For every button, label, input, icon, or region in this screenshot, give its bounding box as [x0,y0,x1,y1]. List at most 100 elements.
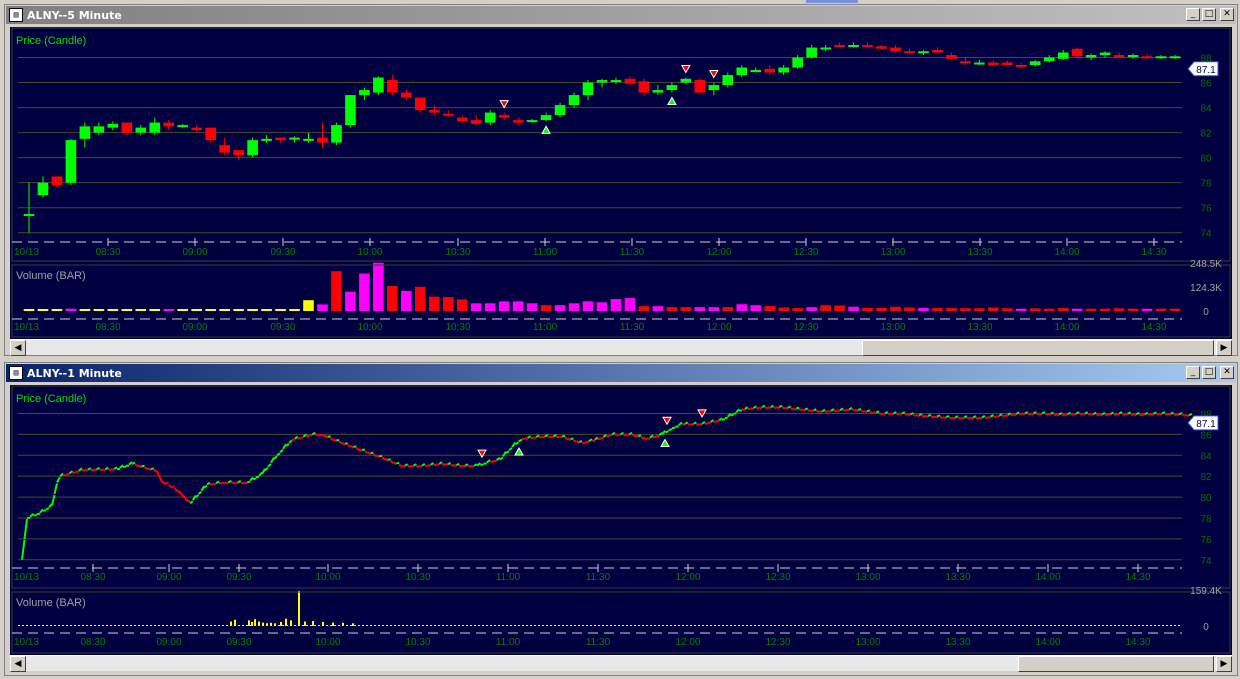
time-axis-label: 09:00 [182,322,207,333]
sell-signal-marker [708,70,719,79]
candle-segment [1015,411,1020,415]
candle-segment [561,434,566,438]
candle-segment [887,412,891,416]
candle-segment [401,464,406,468]
candle-segment [264,466,269,472]
candle-segment [1024,411,1029,415]
volume-bar [266,623,268,626]
time-axis-label: 09:00 [182,247,207,258]
time-axis-label: 09:00 [156,637,181,648]
candle-body [848,45,859,47]
scroll-left-button[interactable]: ◀ [10,656,26,672]
price-axis-label: 76 [1200,204,1212,215]
candle-segment [252,477,257,481]
horizontal-scrollbar[interactable]: ◀ ▶ [10,339,1232,356]
chart-canvas[interactable]: 88 86 84 82 80 78 76 74 Price (Candle) 10/13 08:30… [10,27,1232,339]
candle-segment [981,414,986,419]
candle-body [317,137,328,143]
candle-segment [227,479,232,484]
scrollbar-thumb[interactable] [1018,656,1214,672]
volume-bar [624,298,636,311]
volume-bar [261,309,272,311]
candle-segment [332,438,337,443]
candle-segment [143,466,149,471]
candle-segment [234,481,238,485]
scroll-left-button[interactable]: ◀ [10,340,26,356]
price-axis-label: 76 [1200,535,1212,546]
candle-segment [240,481,245,485]
candle-body [834,45,845,47]
candle-body [107,123,119,128]
candle-segment [294,435,299,440]
volume-bar [345,291,356,311]
chart-canvas[interactable]: 88 86 84 82 80 78 76 74 Price (Candle) 10/13 08:30… [10,385,1232,655]
candle-segment [1073,412,1077,416]
price-panel [11,385,1231,589]
close-button[interactable]: ✕ [1220,366,1234,379]
candle-segment [375,454,380,459]
candle-segment [1018,412,1023,416]
candle-segment [1055,413,1060,417]
volume-bar [960,308,971,311]
candle-segment [895,412,900,416]
volume-bar [1127,308,1139,311]
candle-body [1057,52,1069,59]
candle-segment [634,434,639,438]
candle-segment [255,475,260,479]
candle-segment [421,463,426,467]
candle-body [582,82,594,96]
maximize-button[interactable]: □ [1202,8,1216,21]
candle-segment [681,422,686,426]
candle-segment [807,408,811,413]
volume-bar [862,307,873,311]
maximize-button[interactable]: □ [1202,366,1216,379]
window-titlebar[interactable]: ▥ ALNY--5 Minute _ □ ✕ [6,6,1236,24]
candle-segment [588,438,593,443]
candle-segment [444,463,449,467]
chart-window-5-minute[interactable]: ▥ ALNY--5 Minute _ □ ✕ 88 86 84 82 80 78 76 74 P… [4,4,1238,356]
price-axis-label: 82 [1200,129,1212,140]
candle-segment [476,462,481,467]
window-titlebar[interactable]: ▥ ALNY--1 Minute _ □ ✕ [6,364,1236,382]
candle-segment [158,475,163,483]
candle-body [484,112,496,123]
time-axis-label: 10:30 [405,637,430,648]
candle-segment [1087,412,1091,416]
candle-segment [839,407,844,411]
candle-segment [508,447,513,451]
candle-segment [530,436,534,440]
chart-app-icon: ▥ [9,8,23,22]
candle-body [261,138,272,141]
volume-bar [526,303,538,311]
candle-segment [614,433,619,437]
candle-segment [496,457,501,461]
volume-bar [596,302,608,311]
minimize-button[interactable]: _ [1186,366,1200,379]
candle-segment [1133,413,1137,417]
scrollbar-thumb[interactable] [862,340,1214,356]
candle-segment [224,481,229,485]
volume-bar [251,621,253,626]
candle-body [596,80,608,83]
scroll-right-button[interactable]: ▶ [1216,340,1232,356]
candle-segment [21,539,26,560]
volume-axis-label: 124.3K [1190,283,1222,294]
candle-body [778,67,789,73]
chart-window-1-minute[interactable]: ▥ ALNY--1 Minute _ □ ✕ 88 86 84 82 80 78 76 74 P… [4,362,1238,676]
time-axis-label: 11:30 [586,637,611,648]
horizontal-scrollbar[interactable]: ◀ ▶ [10,655,1232,672]
candle-body [526,120,538,123]
candle-body [1127,55,1139,58]
last-price-tag [1187,415,1219,431]
close-button[interactable]: ✕ [1220,8,1234,21]
candle-segment [544,434,549,438]
candle-segment [367,451,372,456]
candle-segment [878,412,883,416]
minimize-button[interactable]: _ [1186,8,1200,21]
candle-segment [1152,411,1157,415]
scroll-right-button[interactable]: ▶ [1216,656,1232,672]
time-axis-label: 12:30 [793,322,818,333]
candle-segment [678,421,683,427]
candle-segment [570,437,574,441]
candle-segment [450,463,454,467]
